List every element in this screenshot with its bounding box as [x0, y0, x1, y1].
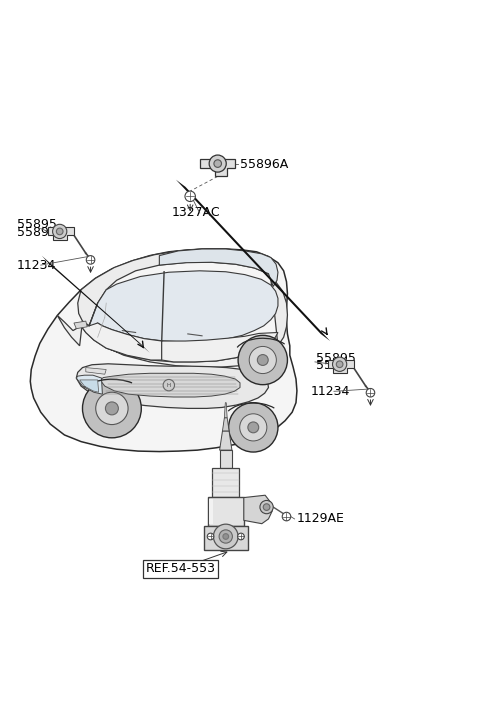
- Polygon shape: [222, 418, 229, 431]
- Circle shape: [260, 500, 273, 514]
- Circle shape: [366, 389, 375, 397]
- Bar: [208, 497, 244, 526]
- Polygon shape: [162, 333, 278, 362]
- Circle shape: [56, 228, 63, 235]
- Circle shape: [228, 402, 278, 452]
- Circle shape: [238, 534, 244, 540]
- Polygon shape: [48, 227, 74, 240]
- Bar: [213, 468, 239, 497]
- Polygon shape: [30, 249, 297, 451]
- Bar: [219, 450, 232, 468]
- Circle shape: [219, 530, 232, 543]
- Circle shape: [185, 191, 195, 202]
- Circle shape: [209, 155, 226, 172]
- Polygon shape: [42, 256, 150, 353]
- Polygon shape: [86, 368, 106, 374]
- Polygon shape: [244, 495, 272, 523]
- Circle shape: [96, 392, 128, 425]
- Polygon shape: [74, 321, 87, 329]
- Circle shape: [263, 504, 270, 510]
- Bar: [204, 526, 248, 550]
- Circle shape: [257, 354, 268, 366]
- Polygon shape: [100, 373, 240, 397]
- Circle shape: [214, 160, 221, 167]
- Text: 55895: 55895: [17, 218, 57, 231]
- Text: 55895: 55895: [316, 351, 356, 364]
- Text: 11234: 11234: [310, 384, 349, 398]
- Circle shape: [83, 379, 141, 438]
- Circle shape: [106, 402, 119, 415]
- Circle shape: [238, 336, 288, 384]
- Circle shape: [240, 414, 267, 441]
- Polygon shape: [76, 364, 268, 408]
- Text: 55896: 55896: [17, 226, 57, 239]
- Circle shape: [223, 534, 228, 539]
- Circle shape: [163, 379, 175, 391]
- Polygon shape: [78, 249, 288, 346]
- Text: 55896: 55896: [316, 359, 356, 372]
- Text: 1129AE: 1129AE: [297, 513, 345, 526]
- Text: 55896A: 55896A: [240, 158, 288, 171]
- Text: 1327AC: 1327AC: [171, 207, 220, 220]
- Circle shape: [207, 534, 214, 540]
- Polygon shape: [81, 323, 162, 360]
- Polygon shape: [57, 315, 278, 367]
- Polygon shape: [89, 271, 278, 342]
- Polygon shape: [176, 180, 330, 341]
- Circle shape: [333, 357, 347, 372]
- Polygon shape: [219, 431, 232, 450]
- Polygon shape: [80, 380, 98, 392]
- Text: 11234: 11234: [17, 258, 56, 271]
- Circle shape: [282, 513, 291, 521]
- Circle shape: [53, 225, 67, 238]
- Polygon shape: [328, 360, 354, 373]
- Circle shape: [86, 256, 95, 264]
- Circle shape: [336, 361, 343, 368]
- Polygon shape: [224, 402, 227, 418]
- Circle shape: [214, 524, 238, 549]
- Circle shape: [249, 346, 276, 374]
- Polygon shape: [159, 249, 278, 287]
- Text: REF.54-553: REF.54-553: [146, 562, 216, 575]
- Circle shape: [248, 422, 259, 433]
- Bar: [209, 498, 214, 524]
- Text: H: H: [167, 382, 171, 387]
- Polygon shape: [200, 159, 235, 176]
- Polygon shape: [76, 375, 102, 394]
